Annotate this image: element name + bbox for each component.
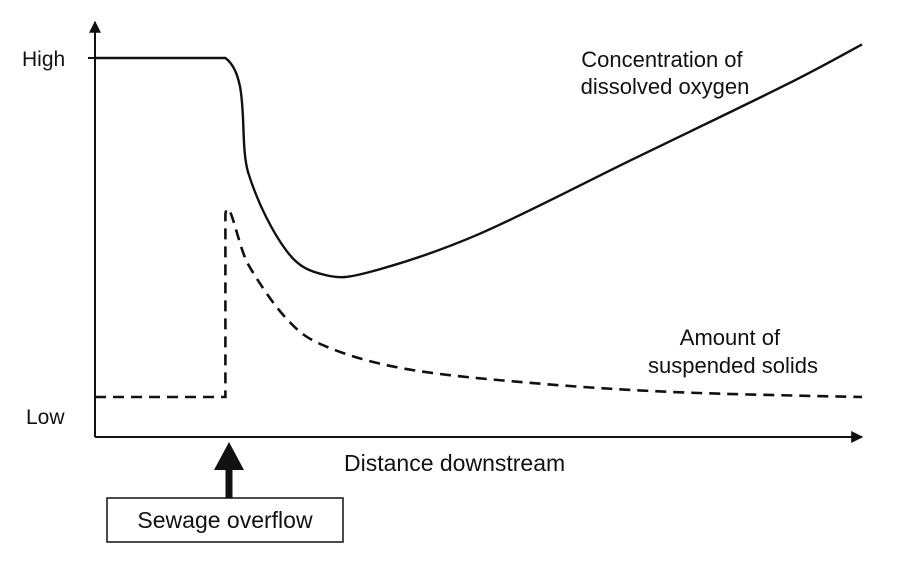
y-tick-label-high: High bbox=[22, 48, 65, 71]
series-label-suspended-solids: Amount of suspended solids bbox=[648, 325, 818, 378]
series-label-suspended-solids-line-1: Amount of bbox=[680, 325, 781, 350]
series-line-suspended-solids bbox=[95, 207, 863, 399]
series-label-dissolved-oxygen-line-2: dissolved oxygen bbox=[581, 74, 750, 99]
series-line-dissolved-oxygen bbox=[95, 43, 863, 279]
y-tick-label-low: Low bbox=[26, 406, 65, 429]
series-label-dissolved-oxygen: Concentration of dissolved oxygen bbox=[581, 47, 750, 99]
x-axis-label: Distance downstream bbox=[344, 450, 565, 476]
annotation-box bbox=[106, 497, 344, 543]
series-label-dissolved-oxygen-line-1: Concentration of bbox=[581, 47, 743, 72]
annotation-text: Sewage overflow bbox=[137, 507, 313, 533]
series-label-suspended-solids-line-2: suspended solids bbox=[648, 353, 818, 378]
up-arrow-icon bbox=[214, 442, 244, 470]
